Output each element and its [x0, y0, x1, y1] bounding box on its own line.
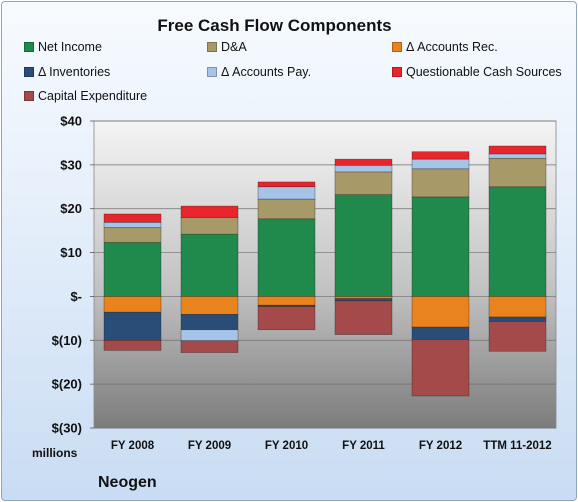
bar-segment	[257, 181, 316, 188]
bar-segment	[257, 296, 316, 306]
y-tick-label: $30	[60, 157, 82, 172]
bar-segment	[180, 314, 239, 331]
bar-segment	[334, 194, 393, 297]
bar-segment	[257, 306, 316, 331]
legend-label: Δ Accounts Rec.	[406, 40, 498, 54]
bar-segment	[488, 186, 547, 297]
legend-label: D&A	[221, 40, 247, 54]
bar-segment	[411, 158, 470, 170]
bar-segment	[411, 168, 470, 198]
bar-segment	[257, 198, 316, 220]
legend-item-questionable-cash: Questionable Cash Sources	[392, 65, 562, 79]
legend-item-net-income: Net Income	[24, 40, 102, 54]
bar-segment	[180, 205, 239, 218]
legend-label: Δ Accounts Pay.	[221, 65, 312, 79]
bar-segment	[334, 296, 393, 299]
bar-segment	[180, 296, 239, 315]
legend-swatch	[207, 67, 217, 77]
legend-swatch	[24, 42, 34, 52]
bar-segment	[334, 164, 393, 173]
legend-swatch	[392, 67, 402, 77]
x-tick-label: FY 2010	[265, 440, 308, 452]
unit-label: millions	[32, 446, 78, 460]
bar-segment	[411, 296, 470, 328]
company-name: Neogen	[98, 474, 157, 491]
bar-segment	[411, 151, 470, 160]
legend-swatch	[24, 91, 34, 101]
x-tick-label: FY 2008	[111, 440, 155, 452]
bar-segment	[180, 233, 239, 297]
legend-label: Δ Inventories	[38, 65, 111, 79]
y-tick-label: $-	[70, 289, 82, 304]
y-tick-label: $(30)	[52, 421, 82, 436]
bar-segment	[180, 217, 239, 235]
bar-segment	[488, 157, 547, 188]
legend-item-capex: Capital Expenditure	[24, 89, 147, 103]
legend-item-accounts-rec: Δ Accounts Rec.	[392, 40, 498, 54]
x-tick-label: FY 2009	[188, 440, 231, 452]
x-tick-label: TTM 11-2012	[483, 440, 551, 452]
chart-title: Free Cash Flow Components	[157, 16, 392, 35]
y-tick-label: $40	[60, 114, 82, 129]
legend-swatch	[392, 42, 402, 52]
bar-segment	[103, 296, 162, 313]
bar-segment	[334, 158, 393, 166]
legend-swatch	[207, 42, 217, 52]
legend-item-da: D&A	[207, 40, 247, 54]
x-tick-label: FY 2011	[342, 440, 385, 452]
bar-segment	[180, 329, 239, 342]
y-tick-label: $10	[60, 245, 82, 260]
legend-label: Net Income	[38, 40, 102, 54]
bar-segment	[103, 227, 162, 243]
bar-segment	[411, 196, 470, 297]
x-tick-label: FY 2012	[419, 440, 462, 452]
bar-segment	[103, 222, 162, 228]
y-tick-label: $(10)	[52, 333, 82, 348]
bar-segment	[488, 153, 547, 159]
legend-item-accounts-pay: Δ Accounts Pay.	[207, 65, 311, 79]
bar-segment	[103, 311, 162, 341]
bar-segment	[488, 296, 547, 318]
legend-item-inventories: Δ Inventories	[24, 65, 110, 79]
bar-segment	[103, 213, 162, 223]
bar-segment	[334, 298, 393, 302]
bar-segment	[411, 339, 470, 397]
y-tick-label: $(20)	[52, 377, 82, 392]
y-tick-label: $20	[60, 201, 82, 216]
bar-segment	[488, 316, 547, 322]
bar-segment	[334, 171, 393, 195]
bar-segment	[103, 339, 162, 351]
bar-segment	[411, 326, 470, 340]
plot-area	[93, 120, 557, 429]
bar-segment	[257, 186, 316, 200]
bar-segment	[257, 218, 316, 297]
bar-segment	[488, 321, 547, 352]
bar-segment	[103, 242, 162, 297]
bar-segment	[180, 340, 239, 353]
legend-swatch	[24, 67, 34, 77]
bar-segment	[488, 145, 547, 155]
legend-label: Capital Expenditure	[38, 89, 148, 103]
bar-segment	[334, 300, 393, 335]
legend-label: Questionable Cash Sources	[406, 65, 562, 79]
